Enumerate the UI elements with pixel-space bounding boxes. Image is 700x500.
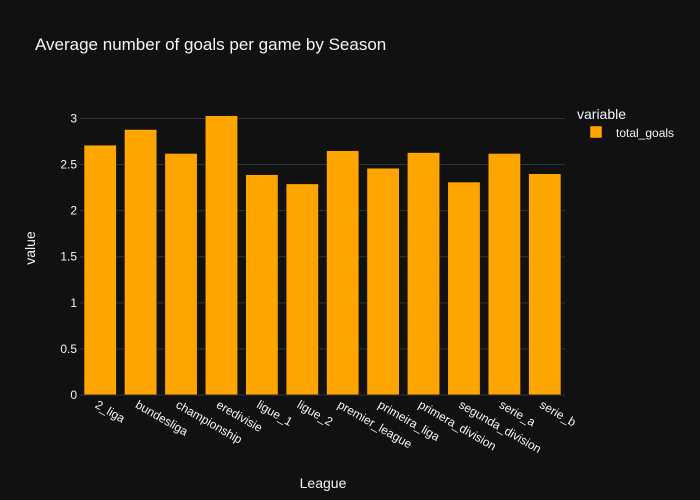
legend-swatch-total-goals[interactable] — [589, 125, 603, 139]
bar-championship[interactable] — [164, 153, 198, 396]
bars — [83, 115, 562, 396]
x-axis-label: League — [300, 475, 347, 491]
y-tick-label: 1.5 — [60, 250, 77, 264]
bar-serie-a[interactable] — [487, 153, 521, 396]
bar-ligue-2[interactable] — [285, 183, 319, 396]
bar-eredivisie[interactable] — [205, 115, 238, 396]
y-tick-label: 0.5 — [60, 342, 77, 356]
bar-segunda-division[interactable] — [447, 181, 481, 396]
chart-title: Average number of goals per game by Seas… — [35, 35, 386, 54]
y-tick-label: 2 — [70, 204, 77, 218]
bar-2-liga[interactable] — [83, 144, 117, 396]
bar-bundesliga[interactable] — [124, 129, 158, 396]
gridlines — [80, 117, 565, 350]
y-tick-label: 0 — [70, 388, 77, 402]
legend-item-total-goals[interactable]: total_goals — [616, 126, 674, 140]
bar-premier-league[interactable] — [326, 150, 360, 396]
y-tick-label: 3 — [70, 111, 77, 125]
bar-ligue-1[interactable] — [245, 174, 279, 396]
legend[interactable]: variable total_goals — [577, 106, 674, 140]
bar-serie-b[interactable] — [528, 173, 562, 396]
y-axis-ticks: 0 0.5 1 1.5 2 2.5 3 — [60, 111, 77, 402]
bar-primeira-liga[interactable] — [366, 167, 400, 396]
y-axis-label: value — [22, 231, 38, 265]
y-tick-label: 1 — [70, 296, 77, 310]
y-tick-label: 2.5 — [60, 158, 77, 172]
legend-title: variable — [577, 106, 626, 122]
bar-primera-division[interactable] — [407, 152, 440, 396]
